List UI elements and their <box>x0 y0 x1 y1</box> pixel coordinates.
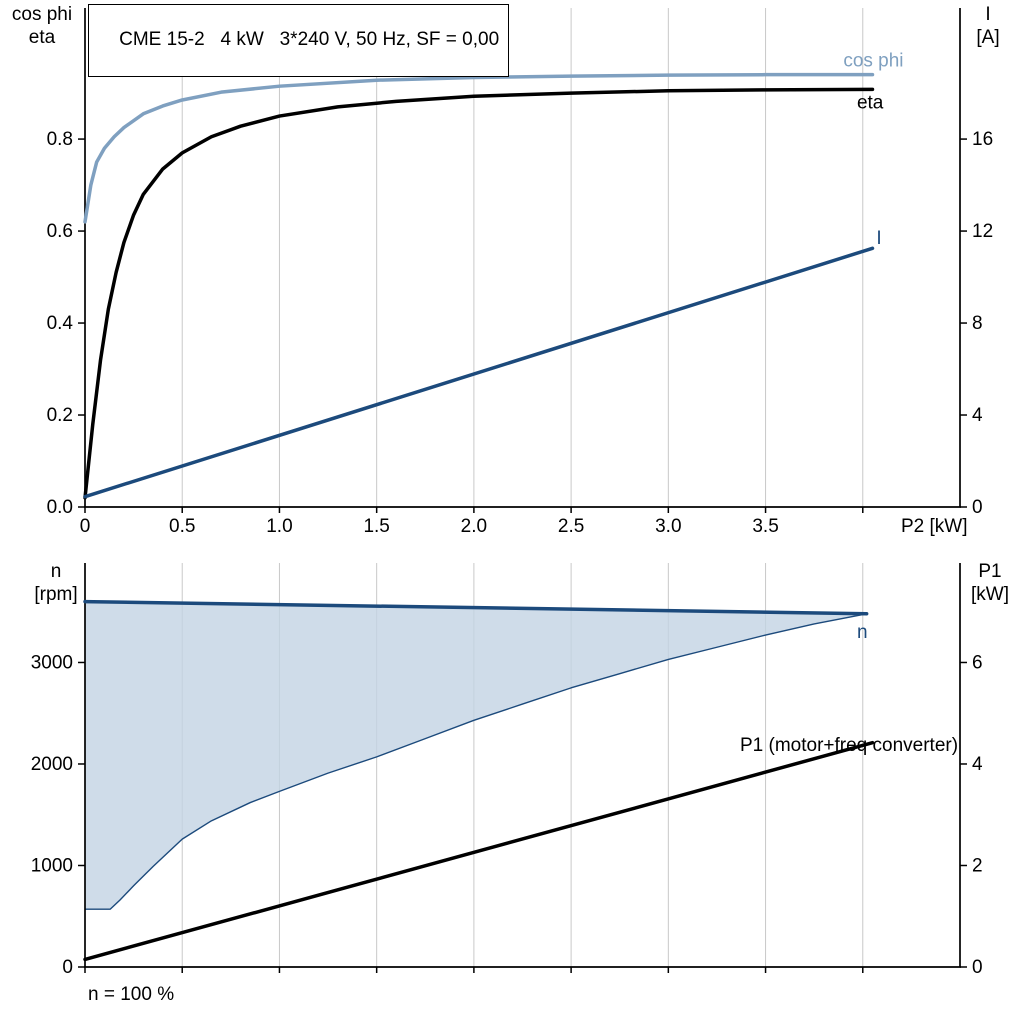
bottom-left-axis-header: n [rpm] <box>16 560 96 606</box>
current-axis-header-line: I <box>985 4 991 25</box>
right-tick-label: 0 <box>972 957 983 978</box>
bottom-chart: 0 1000 2000 3000 0 2 4 6 n P1 (motor+freq convert… <box>31 563 983 978</box>
current-axis-unit-line: [A] <box>976 27 1000 48</box>
right-tick-label: 8 <box>972 313 983 334</box>
x-tick-label: 2.5 <box>558 516 584 537</box>
top-left-axis-header: cos phi eta <box>2 3 82 49</box>
curve-label: n <box>857 622 868 643</box>
right-tick-label: 2 <box>972 855 983 876</box>
left-tick-label: 0.6 <box>47 221 73 242</box>
x-tick-label: 0 <box>80 516 91 537</box>
x-tick-label: 0.5 <box>169 516 195 537</box>
right-tick-label: 12 <box>972 221 993 242</box>
x-tick-label: 3.0 <box>655 516 681 537</box>
eta-axis-header-line: eta <box>28 27 56 48</box>
left-tick-label: 0.0 <box>47 497 73 518</box>
cosphi-axis-header-line: cos phi <box>11 4 73 25</box>
x-tick-label: 1.0 <box>266 516 292 537</box>
curve-label: eta <box>857 92 884 113</box>
x-tick-label: 2.0 <box>461 516 487 537</box>
right-tick-label: 4 <box>972 754 983 775</box>
bottom-right-axis-header: P1 [kW] <box>958 560 1022 606</box>
left-tick-label: 0.4 <box>47 313 74 334</box>
chart-title: CME 15-2 4 kW 3*240 V, 50 Hz, SF = 0,00 <box>119 29 500 50</box>
speed-percent-note: n = 100 % <box>88 984 175 1005</box>
p1-axis-unit-line: [kW] <box>971 584 1009 605</box>
left-tick-label: 0.2 <box>47 405 73 426</box>
left-tick-label: 2000 <box>31 754 73 775</box>
left-tick-label: 0.8 <box>47 129 73 150</box>
speed-axis-header-line: n <box>50 561 62 582</box>
p1-axis-header-line: P1 <box>978 561 1002 582</box>
curve-label: P1 (motor+freq converter) <box>740 735 958 756</box>
chart-title-box: CME 15-2 4 kW 3*240 V, 50 Hz, SF = 0,00 <box>88 4 510 77</box>
p1-curve <box>83 740 875 962</box>
curve-label: cos phi <box>843 50 903 71</box>
eta-curve <box>83 87 875 500</box>
right-tick-label: 4 <box>972 405 983 426</box>
speed-curve <box>83 599 869 616</box>
speed-range-band-lower-edge <box>85 613 867 910</box>
left-tick-label: 0 <box>62 957 73 978</box>
right-tick-label: 6 <box>972 652 983 673</box>
p2-axis-label: P2 [kW] <box>901 516 968 537</box>
top-right-axis-header: I [A] <box>958 3 1018 49</box>
speed-range-band <box>85 601 867 910</box>
current-curve <box>83 246 875 499</box>
right-tick-label: 0 <box>972 497 983 518</box>
curve-label: I <box>876 228 881 249</box>
left-tick-label: 3000 <box>31 652 73 673</box>
right-tick-label: 16 <box>972 129 993 150</box>
x-tick-label: 3.5 <box>752 516 778 537</box>
speed-axis-unit-line: [rpm] <box>34 584 78 605</box>
x-tick-label: 1.5 <box>363 516 389 537</box>
top-chart: 0 0.5 1.0 1.5 2.0 2.5 3.0 3.5 0.0 0.2 0.4 0.6 0.8 0 4 8… <box>47 8 993 537</box>
cos-phi-curve <box>83 72 875 224</box>
left-tick-label: 1000 <box>31 855 73 876</box>
